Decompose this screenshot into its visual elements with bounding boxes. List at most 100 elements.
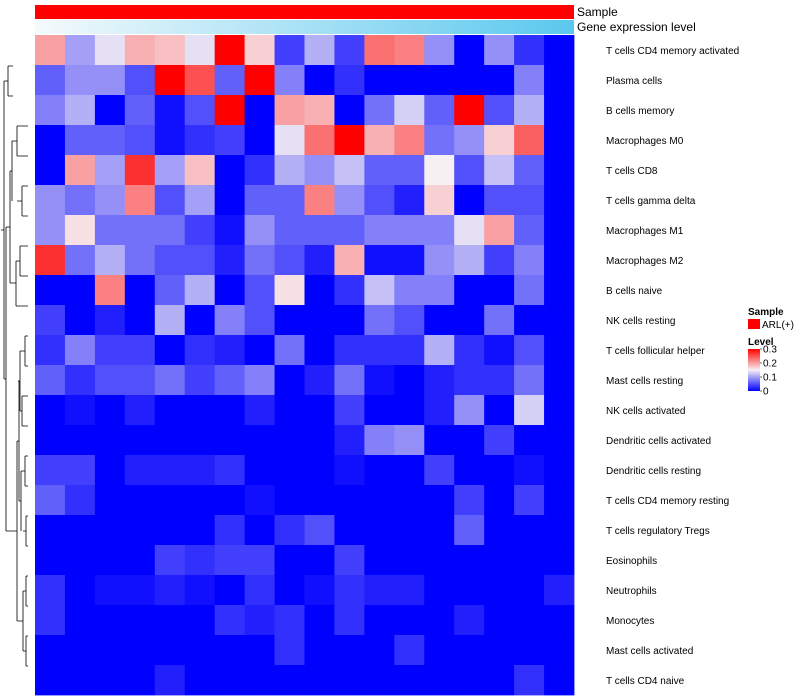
heatmap-cell [64, 95, 96, 126]
row-label: Macrophages M2 [606, 256, 684, 267]
heatmap-cell [35, 365, 66, 396]
heatmap-cell [154, 665, 186, 696]
heatmap-cell [154, 305, 186, 336]
heatmap-cell [94, 155, 126, 186]
heatmap-cell [394, 425, 425, 456]
heatmap-cell [424, 65, 455, 96]
heatmap-cell [35, 395, 66, 426]
heatmap-cell [514, 35, 545, 66]
heatmap-cell [94, 245, 126, 276]
heatmap-cell [214, 35, 246, 66]
heatmap-cell [484, 605, 515, 636]
expression-annotation-bar [35, 20, 574, 34]
heatmap-cell [334, 305, 365, 336]
heatmap-cell [244, 35, 275, 66]
heatmap-cell [274, 425, 305, 456]
heatmap-cell [334, 395, 365, 426]
heatmap-cell [394, 215, 425, 246]
heatmap-cell [454, 155, 485, 186]
heatmap-cell [334, 425, 365, 456]
heatmap-cell [94, 335, 126, 366]
heatmap-cell [334, 485, 365, 516]
heatmap-cell [184, 335, 216, 366]
heatmap-cell [124, 605, 156, 636]
heatmap-cell [514, 95, 545, 126]
legend-tick-label: 0 [763, 387, 769, 398]
heatmap-cell [184, 485, 216, 516]
heatmap-cell [35, 65, 66, 96]
row-label: T cells follicular helper [606, 346, 705, 357]
heatmap-cell [394, 125, 425, 156]
heatmap-cell [514, 545, 545, 576]
heatmap-cell [154, 605, 186, 636]
heatmap-cell [64, 365, 96, 396]
heatmap-cell [484, 125, 515, 156]
heatmap-cell [244, 155, 275, 186]
row-label: B cells memory [606, 106, 674, 117]
heatmap-cell [274, 395, 305, 426]
heatmap-cell [454, 365, 485, 396]
legend-tick-label: 0.2 [763, 359, 777, 370]
heatmap-cell [35, 455, 66, 486]
heatmap-cell [244, 185, 275, 216]
heatmap-cell [514, 125, 545, 156]
heatmap-cell [364, 125, 395, 156]
heatmap-cell [454, 305, 485, 336]
heatmap-cell [394, 515, 425, 546]
heatmap-cell [35, 125, 66, 156]
heatmap-cell [424, 155, 455, 186]
heatmap-cell [64, 545, 96, 576]
heatmap-cell [154, 545, 186, 576]
legend-sample-title: Sample [748, 307, 784, 318]
heatmap-cell [64, 305, 96, 336]
heatmap-cell [394, 365, 425, 396]
heatmap-cell [364, 515, 395, 546]
heatmap-cell [484, 95, 515, 126]
heatmap-cell [35, 185, 66, 216]
legend-tick-label: 0.3 [763, 345, 777, 356]
heatmap-cell [304, 665, 335, 696]
heatmap-cell [94, 35, 126, 66]
heatmap-cell [454, 35, 485, 66]
heatmap-cell [514, 665, 545, 696]
heatmap-cell [514, 245, 545, 276]
heatmap-cell [94, 515, 126, 546]
heatmap-cell [64, 605, 96, 636]
heatmap-cell [484, 395, 515, 426]
heatmap-cell [274, 575, 305, 606]
heatmap-cell [184, 365, 216, 396]
row-label: T cells gamma delta [606, 196, 696, 207]
heatmap-cell [544, 365, 575, 396]
heatmap-cell [514, 305, 545, 336]
heatmap-cell [364, 335, 395, 366]
heatmap-cell [64, 245, 96, 276]
legend: Sample ARL(+) Level 0.3 0.2 0.1 0 [748, 307, 794, 398]
heatmap-cell [364, 95, 395, 126]
heatmap-cell [514, 275, 545, 306]
heatmap-cell [364, 485, 395, 516]
heatmap-cell [514, 215, 545, 246]
heatmap-cell [484, 365, 515, 396]
heatmap-cell [304, 215, 335, 246]
heatmap-cell [154, 95, 186, 126]
heatmap-cell [184, 455, 216, 486]
heatmap-cell [244, 275, 275, 306]
heatmap-cell [94, 665, 126, 696]
heatmap-cell [244, 65, 275, 96]
heatmap-cell [424, 485, 455, 516]
heatmap-cell [64, 65, 96, 96]
heatmap-cell [364, 275, 395, 306]
heatmap-cell [514, 605, 545, 636]
heatmap-cell [454, 65, 485, 96]
heatmap-cell [424, 575, 455, 606]
heatmap-cell [214, 335, 246, 366]
heatmap-cell [544, 425, 575, 456]
heatmap-cell [424, 425, 455, 456]
heatmap-cell [35, 425, 66, 456]
heatmap-cell [484, 515, 515, 546]
heatmap-cell [35, 155, 66, 186]
heatmap-cell [214, 635, 246, 666]
row-label: T cells CD4 memory resting [606, 496, 729, 507]
heatmap-cell [544, 125, 575, 156]
row-labels: T cells CD4 memory activated Plasma cells… [606, 46, 739, 687]
